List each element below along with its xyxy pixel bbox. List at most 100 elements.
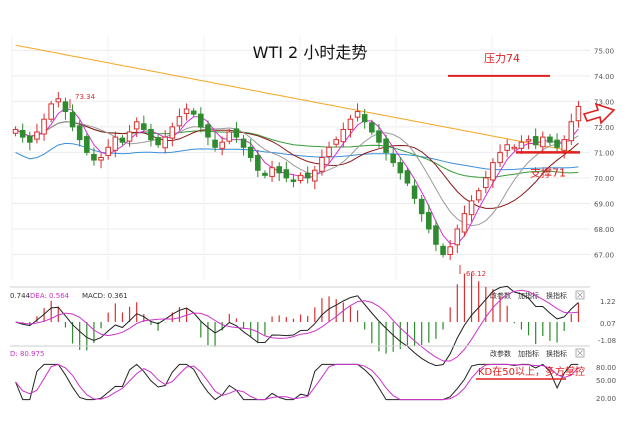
candle-body [219, 141, 225, 149]
candle [247, 139, 254, 162]
candle [483, 171, 489, 194]
candle [297, 172, 304, 184]
ma-darkred-line [15, 121, 579, 209]
candle [55, 91, 62, 108]
candle-body [404, 170, 411, 184]
candle-body [547, 136, 553, 143]
price-tick-label: 73.00 [594, 98, 614, 106]
candle [340, 122, 347, 148]
candle [98, 153, 104, 169]
candle [418, 195, 425, 222]
kd-close-icon[interactable] [575, 348, 585, 358]
candle [84, 133, 90, 156]
kd-switch-indicator-button[interactable]: 换指标 [546, 349, 567, 358]
candle-body [190, 110, 197, 115]
candle [141, 115, 147, 134]
candle [461, 205, 468, 237]
candle-body [490, 162, 496, 181]
candle [198, 107, 204, 133]
candle-body [27, 135, 33, 143]
price-tick-label: 71.00 [594, 149, 614, 157]
candle-body [475, 190, 482, 201]
candle-body [540, 136, 546, 148]
kd-tick-50: 50.00 [596, 377, 616, 385]
macd-edit-params-button[interactable]: 改参数 [490, 291, 511, 300]
candle-body [390, 153, 396, 164]
candle [575, 100, 582, 128]
candle-body [226, 131, 233, 142]
candle-body [269, 167, 275, 177]
candle-body [247, 146, 254, 159]
kd-d-line [15, 363, 579, 401]
candle [162, 130, 168, 154]
candle-body [198, 113, 204, 128]
candle-body [290, 179, 297, 182]
candle-body [183, 108, 190, 115]
candle-body [411, 185, 418, 199]
candle [490, 158, 496, 189]
macd-add-indicator-button[interactable]: 加指标 [518, 291, 539, 300]
kd-tick-20: 20.00 [596, 395, 616, 403]
support-annotation: 支撑71 [516, 151, 580, 179]
candle-body [41, 118, 47, 135]
candle-body [233, 128, 240, 138]
candle [454, 224, 461, 253]
kd-edit-params-button[interactable]: 改参数 [490, 349, 511, 358]
candle-body [148, 128, 154, 141]
candle-body [575, 105, 582, 122]
candle-body [568, 121, 575, 142]
resistance-label: 压力74 [484, 52, 520, 65]
candle [433, 220, 439, 252]
candle [112, 131, 119, 158]
candle [440, 243, 446, 258]
candle-body [262, 172, 268, 176]
candle [205, 120, 211, 146]
price-tick-label: 70.00 [594, 175, 614, 183]
high-price-label: 73.34 [75, 93, 96, 101]
candle [475, 187, 482, 203]
candle [169, 122, 176, 147]
candle-body [369, 122, 375, 133]
candle-body [119, 137, 126, 143]
candle-body [447, 246, 453, 255]
candle [468, 195, 475, 222]
candle-body [511, 146, 518, 150]
candle [532, 128, 539, 150]
macd-tick-bottom: -1.08 [598, 337, 616, 345]
candle [283, 161, 290, 183]
candle [304, 166, 311, 184]
macd-switch-indicator-button[interactable]: 换指标 [546, 291, 567, 300]
candle-body [69, 112, 76, 128]
candle [312, 165, 318, 190]
candle [354, 103, 361, 122]
kd-add-indicator-button[interactable]: 加指标 [518, 349, 539, 358]
candle [212, 131, 218, 152]
candle-body [326, 146, 332, 157]
low-callout: 66.12 [459, 265, 486, 278]
candle-body [55, 98, 62, 103]
price-tick-label: 69.00 [594, 200, 614, 208]
candle-body [34, 131, 40, 140]
candle [219, 136, 225, 156]
macd-close-icon[interactable] [575, 290, 585, 300]
candle-body [162, 136, 168, 149]
candle [561, 135, 567, 159]
candle-body [418, 198, 425, 215]
candle-body [12, 128, 19, 134]
candle-body [19, 129, 26, 138]
candle [48, 100, 54, 123]
macd-histogram [22, 273, 580, 354]
candle-body [426, 212, 432, 230]
candle [276, 162, 282, 181]
candle-body [454, 228, 461, 246]
candle [155, 134, 161, 148]
candle-body [212, 139, 218, 148]
price-tick-label: 72.00 [594, 124, 614, 132]
candle [326, 141, 332, 164]
candle-body [397, 162, 404, 174]
candle-body [319, 157, 325, 172]
candle [497, 144, 503, 167]
macd-dea-line [15, 289, 579, 362]
macd-dif-label: 0.744 [10, 292, 31, 300]
candle [148, 123, 154, 147]
